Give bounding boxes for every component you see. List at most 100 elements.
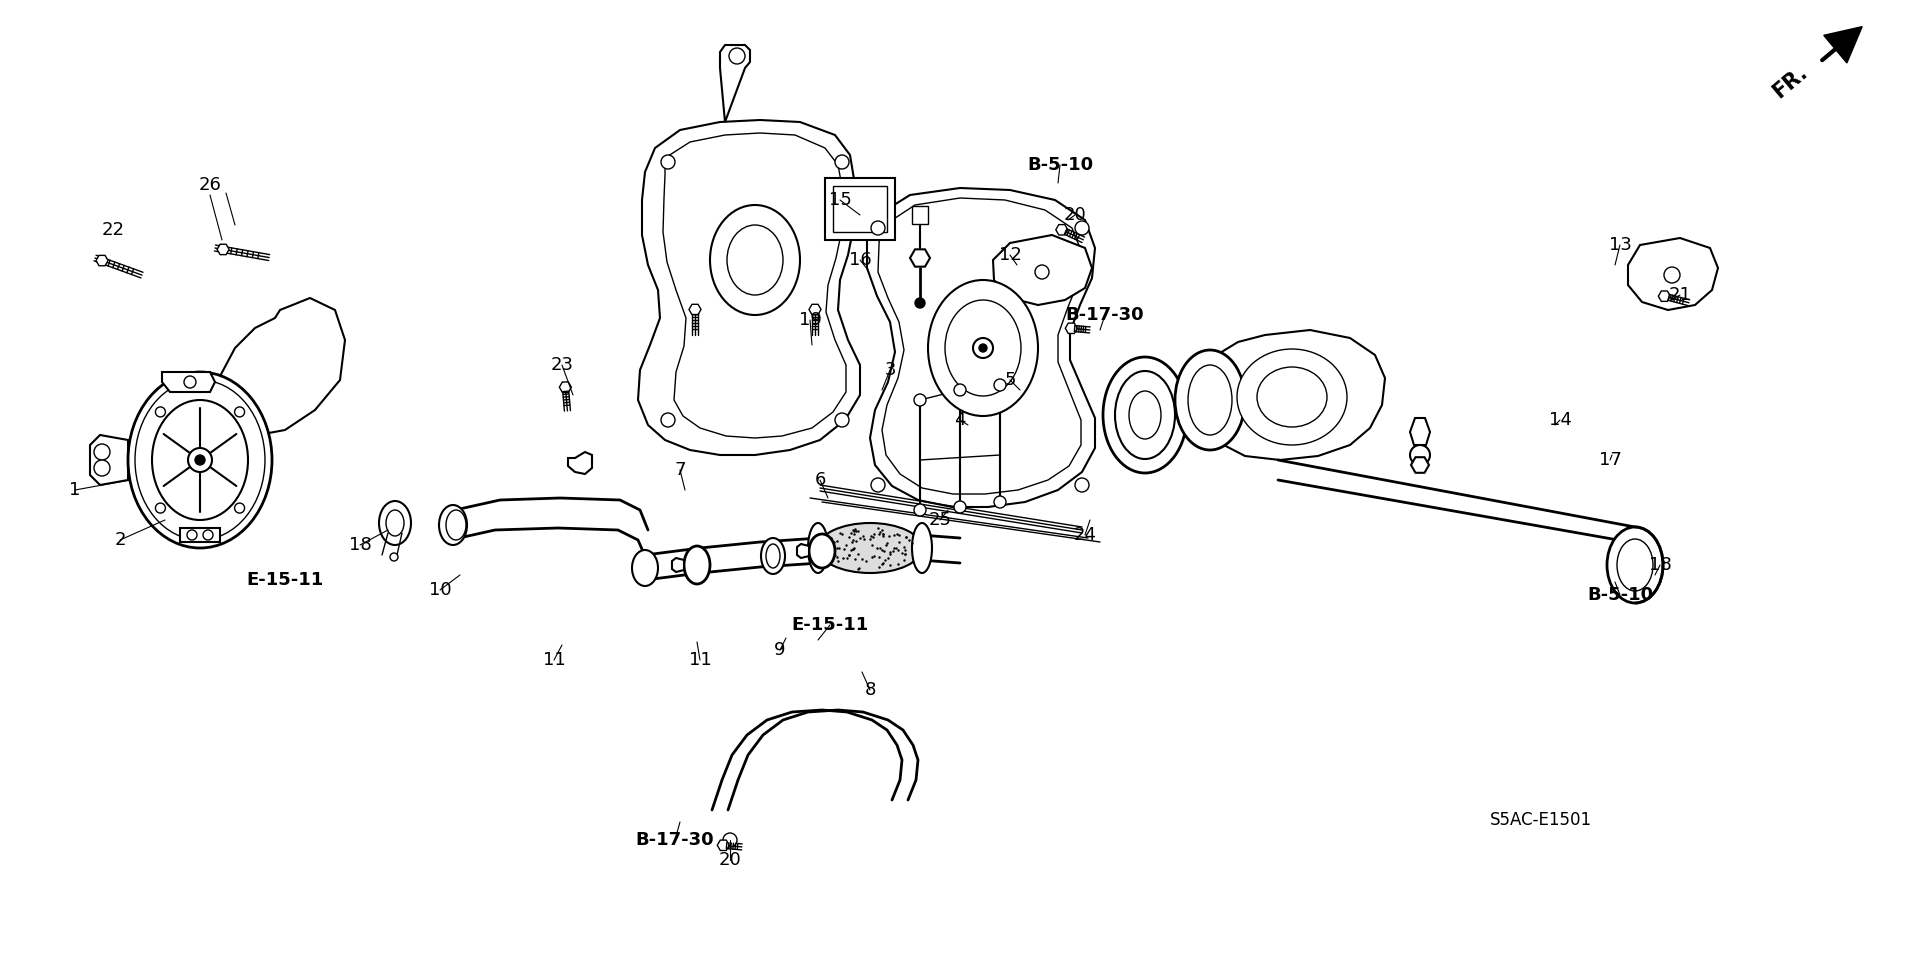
Circle shape [914, 394, 925, 406]
Text: B-5-10: B-5-10 [1027, 156, 1092, 174]
Polygon shape [1659, 291, 1670, 302]
Polygon shape [1628, 238, 1718, 310]
Text: 25: 25 [929, 511, 952, 529]
Text: 21: 21 [1668, 286, 1692, 304]
Ellipse shape [684, 546, 710, 584]
Circle shape [872, 478, 885, 492]
Circle shape [660, 413, 676, 427]
Ellipse shape [1236, 349, 1348, 445]
Polygon shape [797, 544, 808, 558]
Circle shape [156, 407, 165, 417]
Circle shape [724, 833, 737, 847]
Polygon shape [689, 305, 701, 314]
Polygon shape [1056, 224, 1068, 235]
Ellipse shape [378, 501, 411, 545]
Circle shape [1409, 445, 1430, 465]
Polygon shape [161, 372, 215, 392]
Ellipse shape [134, 380, 265, 540]
Circle shape [1035, 265, 1048, 279]
Text: FR.: FR. [1768, 62, 1811, 103]
Ellipse shape [1102, 357, 1187, 473]
Ellipse shape [129, 372, 273, 548]
Circle shape [730, 48, 745, 64]
Text: 18: 18 [1649, 556, 1672, 574]
Circle shape [184, 376, 196, 388]
Ellipse shape [760, 538, 785, 574]
Circle shape [835, 413, 849, 427]
Polygon shape [559, 382, 572, 393]
Polygon shape [868, 188, 1094, 507]
Ellipse shape [152, 400, 248, 520]
Text: E-15-11: E-15-11 [791, 616, 868, 634]
Ellipse shape [808, 534, 835, 568]
Ellipse shape [766, 544, 780, 568]
Bar [826, 178, 895, 240]
Text: 5: 5 [1004, 371, 1016, 389]
Circle shape [94, 460, 109, 476]
Ellipse shape [1258, 367, 1327, 427]
Circle shape [234, 407, 244, 417]
Ellipse shape [818, 523, 922, 573]
Polygon shape [568, 452, 591, 474]
Polygon shape [672, 558, 684, 572]
Circle shape [1075, 221, 1089, 235]
Circle shape [204, 530, 213, 540]
Text: 8: 8 [864, 681, 876, 699]
Ellipse shape [912, 523, 931, 573]
Polygon shape [637, 120, 860, 455]
Circle shape [1075, 478, 1089, 492]
Ellipse shape [386, 510, 403, 536]
Text: 19: 19 [799, 311, 822, 329]
Text: 24: 24 [1073, 526, 1096, 544]
Circle shape [186, 530, 198, 540]
Ellipse shape [710, 205, 801, 315]
Circle shape [234, 503, 244, 513]
Text: B-17-30: B-17-30 [636, 831, 714, 849]
Polygon shape [90, 435, 129, 485]
Circle shape [196, 455, 205, 465]
Text: 14: 14 [1549, 411, 1571, 429]
Polygon shape [1194, 330, 1384, 460]
Polygon shape [96, 256, 108, 265]
Text: 10: 10 [428, 581, 451, 599]
Circle shape [995, 379, 1006, 391]
Circle shape [188, 448, 211, 472]
Polygon shape [217, 244, 228, 255]
Text: 17: 17 [1599, 451, 1620, 469]
Circle shape [973, 338, 993, 358]
Ellipse shape [445, 510, 467, 540]
Circle shape [390, 553, 397, 561]
Ellipse shape [808, 523, 828, 573]
Circle shape [954, 501, 966, 513]
Polygon shape [219, 298, 346, 435]
Circle shape [916, 298, 925, 308]
Text: S5AC-E1501: S5AC-E1501 [1490, 811, 1592, 829]
Ellipse shape [1188, 365, 1233, 435]
Ellipse shape [1129, 391, 1162, 439]
Circle shape [835, 155, 849, 169]
Text: 1: 1 [69, 481, 81, 499]
Text: E-15-11: E-15-11 [246, 571, 324, 589]
Circle shape [914, 504, 925, 516]
Bar [833, 186, 887, 232]
Ellipse shape [728, 225, 783, 295]
Polygon shape [910, 249, 929, 266]
Polygon shape [718, 840, 730, 851]
Text: 6: 6 [814, 471, 826, 489]
Text: 20: 20 [1064, 206, 1087, 224]
Ellipse shape [1607, 527, 1663, 603]
Text: 4: 4 [954, 411, 966, 429]
Text: 26: 26 [198, 176, 221, 194]
Bar [912, 206, 927, 224]
Ellipse shape [927, 280, 1039, 416]
Polygon shape [808, 305, 822, 314]
Polygon shape [1824, 27, 1862, 63]
Ellipse shape [440, 505, 467, 545]
Ellipse shape [1175, 350, 1244, 450]
Ellipse shape [632, 550, 659, 586]
Ellipse shape [1116, 371, 1175, 459]
Text: B-17-30: B-17-30 [1066, 306, 1144, 324]
Polygon shape [662, 133, 847, 438]
Text: 11: 11 [543, 651, 564, 669]
Circle shape [872, 221, 885, 235]
